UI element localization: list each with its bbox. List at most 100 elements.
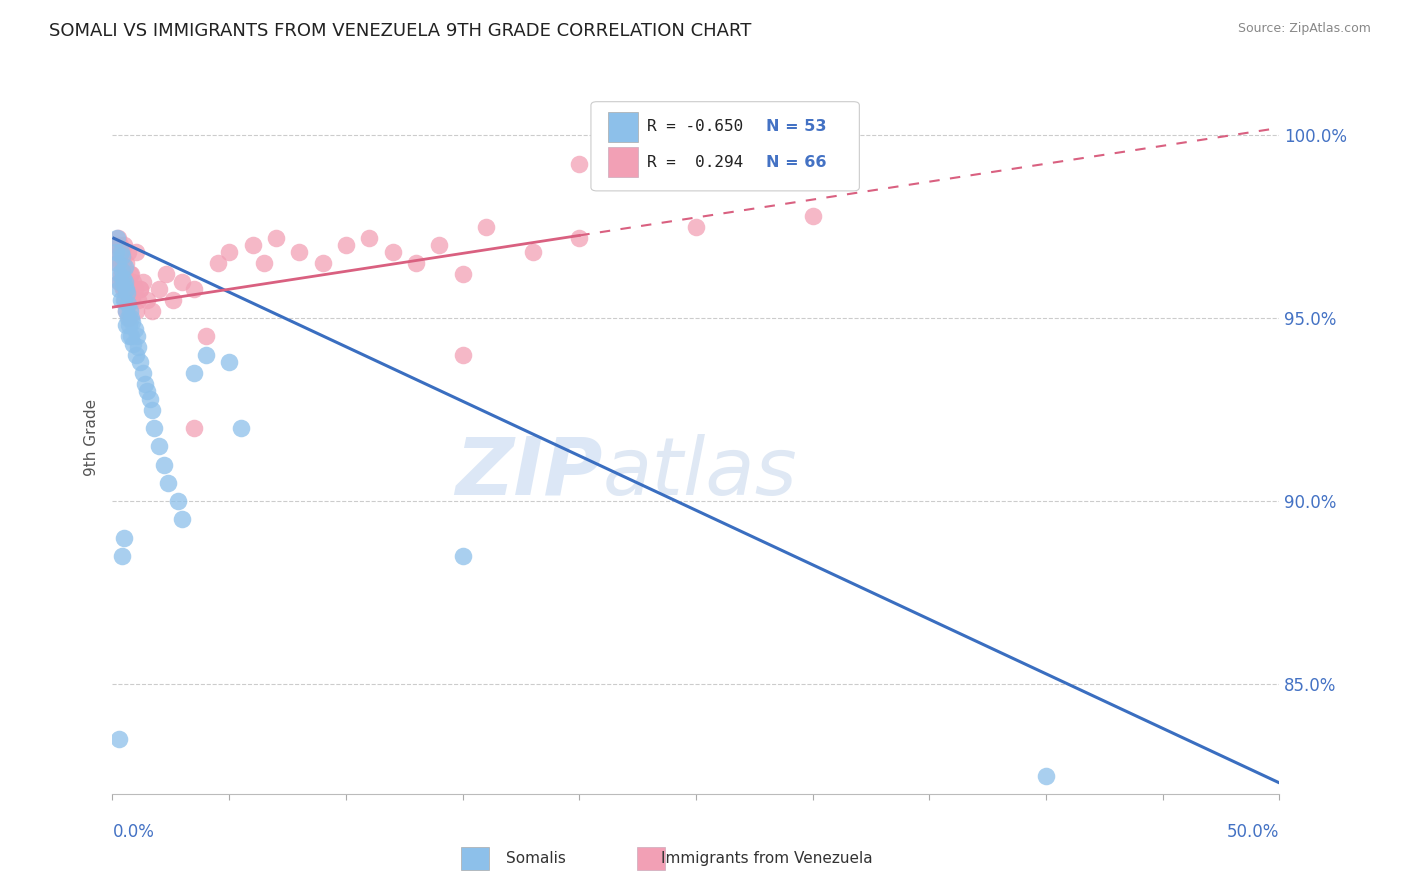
Point <box>112 293 135 307</box>
Point <box>359 230 381 244</box>
Point <box>117 296 139 310</box>
Point <box>107 230 129 244</box>
Point <box>129 282 152 296</box>
Point <box>112 278 135 293</box>
Point <box>115 303 138 318</box>
Point <box>125 245 148 260</box>
Point <box>112 282 135 296</box>
Point <box>801 209 824 223</box>
Text: 0.0%: 0.0% <box>112 823 155 841</box>
Text: 50.0%: 50.0% <box>1227 823 1279 841</box>
Point <box>114 275 136 289</box>
Point <box>522 245 544 260</box>
Point <box>105 256 128 270</box>
Point <box>194 348 217 362</box>
Point <box>162 293 184 307</box>
Point <box>229 421 252 435</box>
Point <box>115 318 138 333</box>
Point <box>381 245 404 260</box>
FancyBboxPatch shape <box>609 112 638 142</box>
Point <box>115 256 138 270</box>
Point <box>104 245 127 260</box>
Point <box>125 329 148 343</box>
Point <box>172 512 194 526</box>
Point <box>127 340 149 354</box>
FancyBboxPatch shape <box>609 147 638 178</box>
Point <box>111 245 134 260</box>
Point <box>122 275 145 289</box>
Point <box>1035 768 1057 782</box>
Point <box>253 256 276 270</box>
Point <box>172 275 194 289</box>
Point <box>120 311 142 326</box>
Point <box>108 282 131 296</box>
Point <box>427 238 450 252</box>
Point <box>218 245 240 260</box>
Point <box>115 282 138 296</box>
Point <box>112 238 135 252</box>
Point <box>111 271 134 285</box>
Text: N = 66: N = 66 <box>766 155 827 169</box>
Point <box>183 366 205 380</box>
Point <box>111 249 134 263</box>
Text: N = 53: N = 53 <box>766 120 827 134</box>
Point <box>568 230 591 244</box>
Point <box>111 256 134 270</box>
Point <box>117 293 139 307</box>
Text: ZIP: ZIP <box>456 434 603 512</box>
Point <box>451 549 474 563</box>
Point <box>288 245 311 260</box>
Point <box>132 275 155 289</box>
Point <box>118 282 141 296</box>
Point <box>108 238 131 252</box>
Text: R =  0.294: R = 0.294 <box>647 155 744 169</box>
Point <box>134 377 156 392</box>
Point <box>115 275 138 289</box>
Point <box>105 230 128 244</box>
Point <box>120 329 142 343</box>
Point <box>157 475 180 490</box>
Point <box>155 267 177 281</box>
Point <box>125 303 148 318</box>
Point <box>207 256 229 270</box>
Point <box>125 348 148 362</box>
FancyBboxPatch shape <box>591 102 859 191</box>
Text: SOMALI VS IMMIGRANTS FROM VENEZUELA 9TH GRADE CORRELATION CHART: SOMALI VS IMMIGRANTS FROM VENEZUELA 9TH … <box>49 22 752 40</box>
Point <box>118 267 141 281</box>
Point <box>153 458 176 472</box>
Point <box>115 282 138 296</box>
Point <box>120 267 142 281</box>
Text: Source: ZipAtlas.com: Source: ZipAtlas.com <box>1237 22 1371 36</box>
Text: Immigrants from Venezuela: Immigrants from Venezuela <box>661 851 873 865</box>
Point <box>118 311 141 326</box>
Point <box>139 392 162 406</box>
Point <box>111 549 134 563</box>
Point <box>568 157 591 171</box>
Point <box>108 275 131 289</box>
Point <box>111 282 134 296</box>
Point <box>141 303 163 318</box>
Point <box>335 238 357 252</box>
Text: Somalis: Somalis <box>506 851 567 865</box>
Point <box>124 282 146 296</box>
Point <box>148 282 170 296</box>
Point <box>117 311 139 326</box>
Point <box>104 238 127 252</box>
Point <box>114 275 136 289</box>
Point <box>148 439 170 453</box>
Point <box>685 219 707 234</box>
Point <box>127 293 149 307</box>
Point <box>110 256 132 270</box>
Point <box>107 256 129 270</box>
Point <box>218 355 240 369</box>
Point <box>108 275 131 289</box>
FancyBboxPatch shape <box>637 847 665 870</box>
Point <box>311 256 333 270</box>
Point <box>108 267 131 281</box>
Point <box>122 336 145 351</box>
Point <box>115 285 138 300</box>
Point <box>141 402 163 417</box>
Point <box>194 329 217 343</box>
Point <box>183 282 205 296</box>
FancyBboxPatch shape <box>461 847 489 870</box>
